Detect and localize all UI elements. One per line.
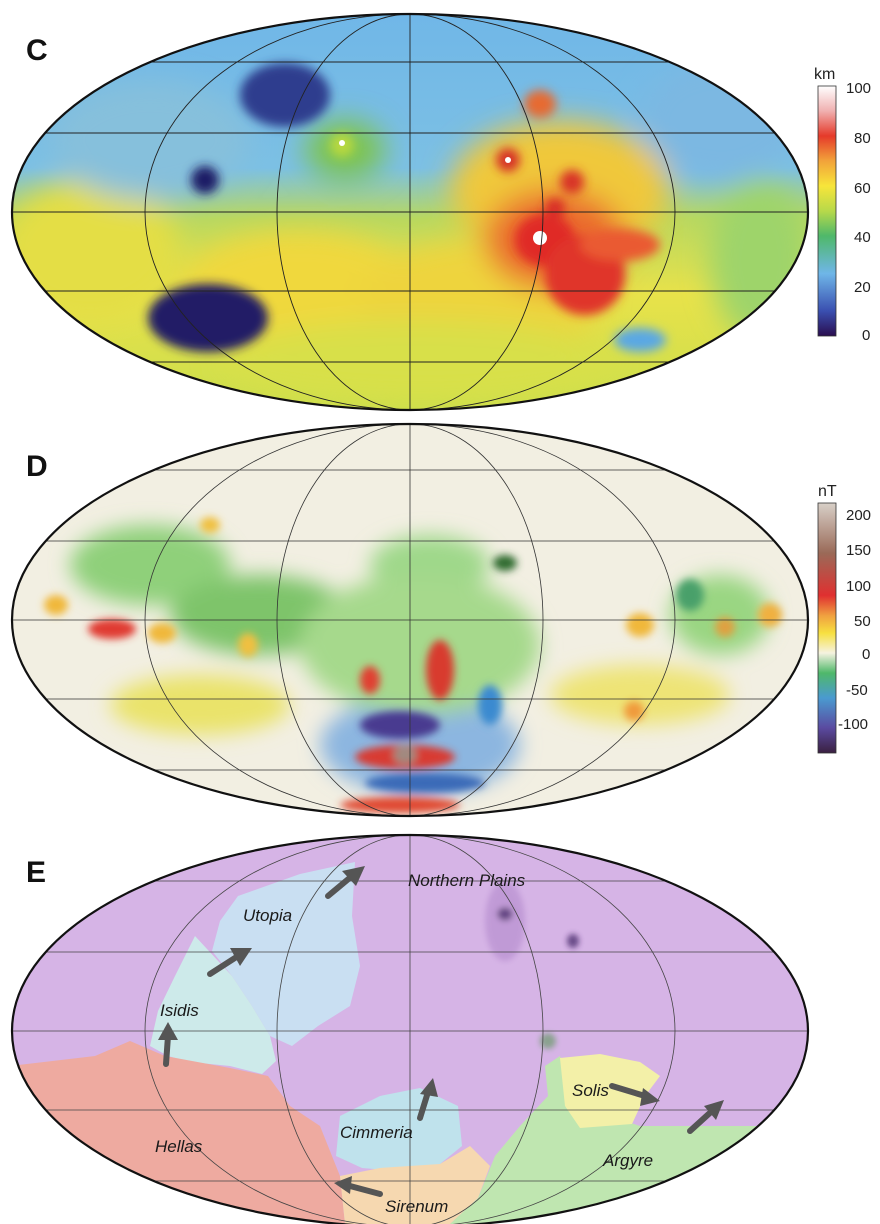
label-solis: Solis	[572, 1081, 609, 1100]
region-map: Northern Plains Utopia Isidis Hellas Cim…	[11, 833, 809, 1224]
scale-tick-label: 200	[846, 507, 872, 524]
magnetic-anomaly-field	[12, 424, 808, 816]
scale-tick-label: 50	[854, 613, 871, 630]
panel-letter-d: D	[26, 450, 48, 483]
scale-tick-label: 80	[854, 130, 871, 147]
arrow-icon	[687, 1100, 724, 1134]
region-solis	[560, 1054, 660, 1128]
crustal-thickness-field	[12, 14, 808, 410]
arrow-icon	[417, 1078, 438, 1121]
panel-c-crustal-thickness: C	[0, 0, 880, 412]
scale-unit-nt: nT	[818, 483, 837, 500]
scale-tick-label: 40	[854, 229, 871, 246]
panel-letter-e: E	[26, 856, 47, 889]
scale-tick-label: 60	[854, 180, 871, 197]
arrow-icon	[609, 1083, 660, 1106]
scale-tick-label: -100	[838, 716, 869, 733]
crustal-thickness-map	[10, 12, 837, 412]
map-outline	[11, 833, 809, 1224]
label-isidis: Isidis	[160, 1001, 199, 1020]
scale-tick-label: 0	[862, 327, 871, 344]
arrow-icon	[325, 866, 365, 899]
flow-arrows	[158, 866, 724, 1197]
panel-e-regions: E	[0, 826, 880, 1224]
scale-tick-label: -50	[846, 682, 868, 699]
scale-tick-label: 150	[846, 542, 872, 559]
label-utopia: Utopia	[243, 906, 292, 925]
magnetic-color-scale	[817, 502, 837, 754]
label-argyre: Argyre	[602, 1151, 653, 1170]
arrow-icon	[334, 1176, 383, 1197]
magnetic-anomaly-map	[10, 422, 837, 818]
arrow-icon	[207, 948, 252, 977]
scale-tick-label: 0	[862, 646, 871, 663]
panel-letter-c: C	[26, 34, 48, 67]
label-northern-plains: Northern Plains	[408, 871, 526, 890]
arrow-icon	[158, 1022, 178, 1067]
region-isidis	[150, 936, 276, 1074]
region-sirenum	[340, 1146, 490, 1224]
region-cimmeria	[336, 1088, 462, 1171]
label-cimmeria: Cimmeria	[340, 1123, 413, 1142]
scale-unit-km: km	[814, 66, 836, 83]
panel-d-magnetic-field: D	[0, 415, 880, 825]
scale-tick-label: 100	[846, 80, 872, 97]
scale-tick-label: 100	[846, 578, 872, 595]
thickness-color-scale	[817, 85, 837, 337]
label-hellas: Hellas	[155, 1137, 203, 1156]
scale-tick-label: 20	[854, 279, 871, 296]
label-sirenum: Sirenum	[385, 1197, 448, 1216]
map-outline	[10, 12, 810, 412]
map-outline	[10, 422, 810, 818]
region-utopia	[212, 862, 360, 1046]
